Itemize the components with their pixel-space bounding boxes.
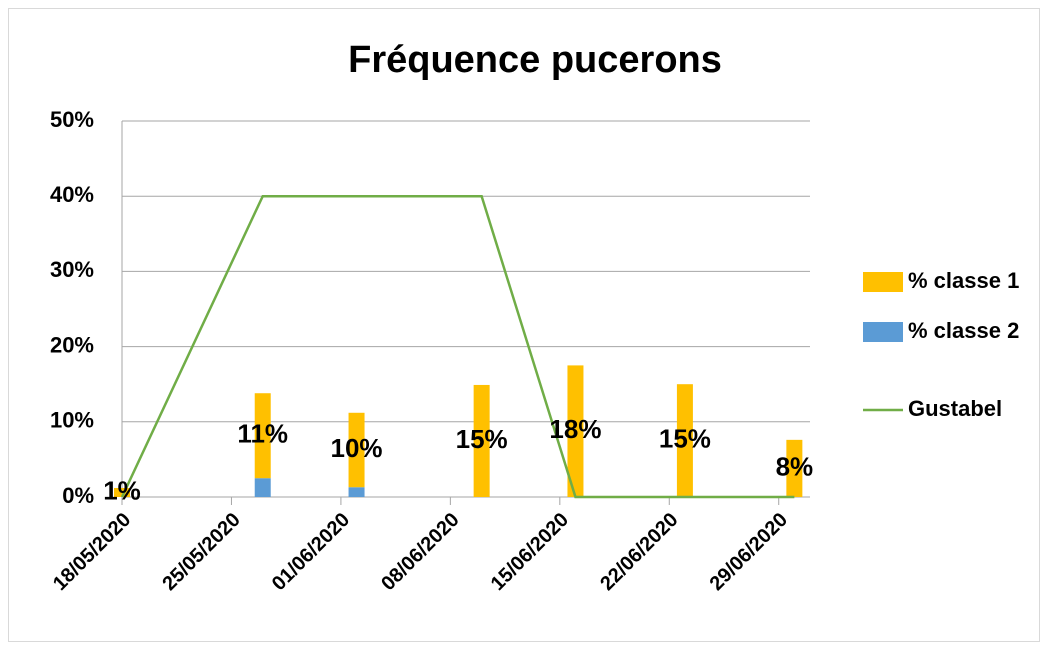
data-label: 8% xyxy=(776,451,814,481)
data-label: 15% xyxy=(456,424,508,454)
data-label: 11% xyxy=(237,419,288,449)
data-label: 18% xyxy=(549,414,601,444)
bar xyxy=(676,384,693,497)
chart-title: Fréquence pucerons xyxy=(348,39,722,81)
y-tick-label: 20% xyxy=(50,332,94,357)
data-label: 1% xyxy=(103,475,141,505)
y-tick-label: 30% xyxy=(50,257,94,282)
bar xyxy=(473,384,490,497)
data-label: 10% xyxy=(331,433,383,463)
bar xyxy=(254,478,271,497)
legend-label: Gustabel xyxy=(908,396,1002,421)
bar xyxy=(348,412,365,488)
bar xyxy=(114,487,130,497)
legend-swatch xyxy=(863,272,903,292)
legend-swatch xyxy=(863,322,903,342)
bar xyxy=(786,439,803,497)
legend-label: % classe 2 xyxy=(908,318,1019,343)
bar xyxy=(254,393,271,479)
line-series xyxy=(120,194,795,499)
y-tick-label: 50% xyxy=(50,107,94,132)
bar xyxy=(348,487,365,497)
bar xyxy=(567,365,584,497)
y-tick-label: 10% xyxy=(50,408,94,433)
y-tick-label: 40% xyxy=(50,182,94,207)
legend-label: % classe 1 xyxy=(908,268,1019,293)
data-label: 15% xyxy=(659,423,711,453)
y-tick-label: 0% xyxy=(62,483,94,508)
